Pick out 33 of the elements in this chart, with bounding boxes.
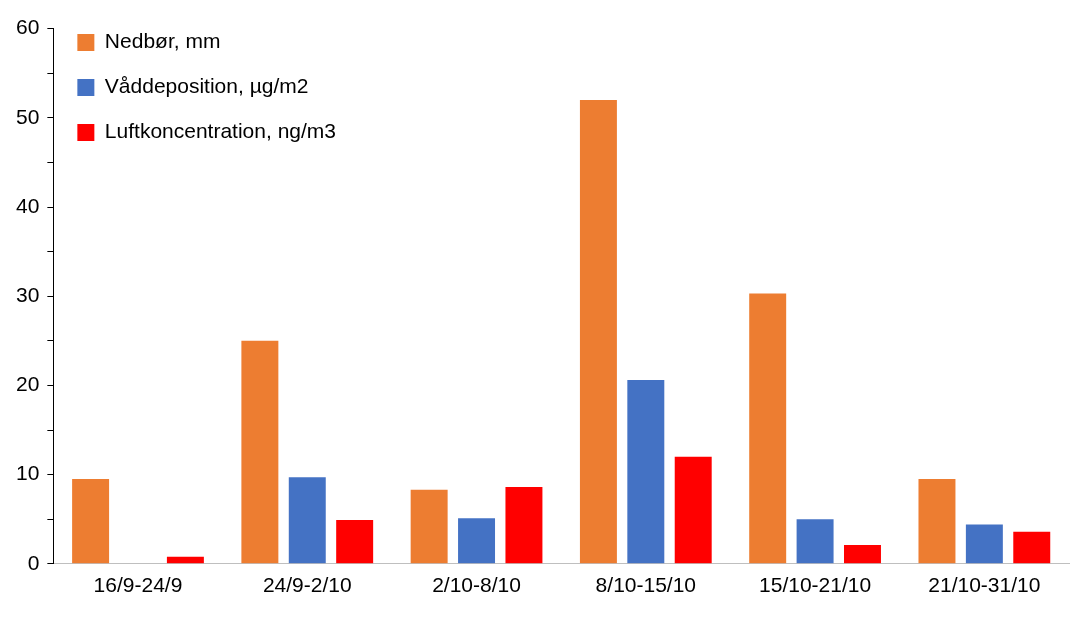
bar [844, 545, 881, 564]
bar [1013, 531, 1051, 564]
bar [72, 479, 110, 564]
x-tick-label: 16/9-24/9 [93, 573, 183, 597]
y-tick-label: 0 [27, 550, 40, 574]
bar [965, 524, 1003, 564]
x-tick-label: 8/10-15/10 [595, 573, 697, 597]
bar [749, 293, 787, 564]
bar [674, 456, 712, 564]
bar [918, 479, 956, 564]
y-tick-label: 50 [16, 104, 40, 128]
y-tick-label: 20 [16, 372, 40, 396]
bar [627, 380, 665, 564]
legend-label: Luftkoncentration, ng/m3 [104, 119, 337, 143]
bar [336, 520, 374, 564]
bar [288, 477, 326, 564]
bar [579, 99, 617, 564]
x-tick-label: 21/10-31/10 [928, 573, 1041, 597]
y-tick-label: 40 [16, 193, 40, 217]
bar [505, 487, 543, 564]
x-tick-label: 24/9-2/10 [262, 573, 352, 597]
y-tick-label: 10 [16, 461, 40, 485]
bar [241, 340, 279, 564]
bar [166, 556, 204, 564]
legend-label: Nedbør, mm [104, 29, 221, 53]
bar [796, 519, 834, 564]
x-tick-label: 2/10-8/10 [432, 573, 521, 597]
legend-label: Våddeposition, µg/m2 [104, 74, 309, 98]
y-tick-label: 60 [16, 15, 40, 39]
bar [458, 518, 496, 564]
x-tick-label: 15/10-21/10 [759, 573, 872, 597]
bar [410, 489, 448, 564]
y-tick-label: 30 [16, 283, 40, 306]
